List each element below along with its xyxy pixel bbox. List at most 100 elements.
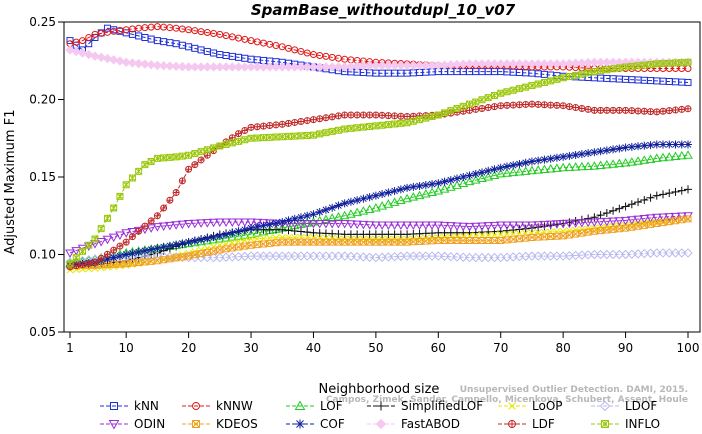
data-point [109,253,118,262]
data-point [152,223,163,232]
data-point [665,140,674,149]
data-point [402,251,412,261]
data-point [202,252,213,263]
data-point [615,106,623,114]
data-point [446,176,455,185]
data-point [252,62,262,72]
data-point [433,185,444,195]
data-point [302,218,313,227]
data-point [565,151,574,160]
data-point [102,53,113,64]
data-point [308,62,319,72]
legend-label: KDEOS [216,417,258,431]
data-point [540,155,549,164]
legend-item-ldf: LDF [498,417,555,431]
data-point [128,233,136,241]
data-point [221,62,231,72]
data-point [509,101,517,109]
data-point [314,62,325,72]
data-point [221,233,231,242]
data-point [333,62,344,72]
data-point [391,120,399,128]
data-point [235,243,243,251]
data-point [483,222,494,231]
data-point [670,212,681,222]
data-point [651,213,662,223]
data-point [602,249,612,260]
data-point [233,231,244,240]
data-point [378,111,386,119]
data-point [364,252,375,262]
data-point [590,148,599,157]
data-point [147,158,155,165]
data-point [565,231,573,239]
data-point [502,226,511,235]
data-point [321,214,331,223]
data-point [677,140,686,149]
data-point [434,111,442,119]
data-point [539,59,550,69]
data-point [272,239,280,247]
data-point [395,195,406,205]
data-point [414,221,425,231]
data-point [671,140,680,149]
data-point [489,59,500,69]
data-point [115,231,125,240]
data-point [670,248,681,258]
data-point [353,196,362,205]
data-point [215,62,225,72]
data-point [291,46,299,54]
data-point [515,101,523,109]
data-point [647,220,655,228]
data-point [483,171,494,181]
data-point [545,220,556,230]
data-point [615,225,623,233]
data-point [477,252,487,263]
data-point [128,259,136,267]
data-point [96,52,106,63]
y-axis: 0.05 0.10 0.15 0.20 0.25 [29,15,64,339]
data-point [339,210,350,220]
data-point [559,152,568,161]
data-point [339,251,350,261]
data-point [659,219,667,227]
data-point [458,222,469,232]
x-tick-label: 60 [431,341,446,355]
data-point [72,38,80,46]
data-point [527,59,537,69]
data-point [521,158,530,167]
data-point [664,248,674,258]
data-point [384,121,392,129]
data-point [676,150,687,160]
data-point [359,111,367,119]
data-point [284,119,292,127]
data-point [208,252,219,263]
data-point [683,150,693,159]
data-point [597,67,605,75]
data-point [416,116,424,124]
x-tick-label: 90 [618,341,633,355]
data-point [192,402,200,410]
data-point [596,147,605,156]
data-point [658,248,668,258]
data-point [508,59,518,69]
data-point [359,123,367,131]
data-point [552,163,562,172]
data-point [347,124,355,132]
data-point [652,140,661,149]
data-point [640,141,649,150]
data-point [189,219,200,229]
data-point [197,156,205,164]
data-point [614,217,625,226]
data-point [247,224,256,233]
data-point [296,62,306,72]
data-point [409,182,418,191]
data-point [653,220,661,227]
data-point [628,107,636,115]
data-point [427,221,437,231]
data-point [290,62,300,72]
x-tick-label: 50 [368,341,383,355]
data-point [127,58,138,68]
data-point [602,208,611,217]
data-point [433,221,444,231]
